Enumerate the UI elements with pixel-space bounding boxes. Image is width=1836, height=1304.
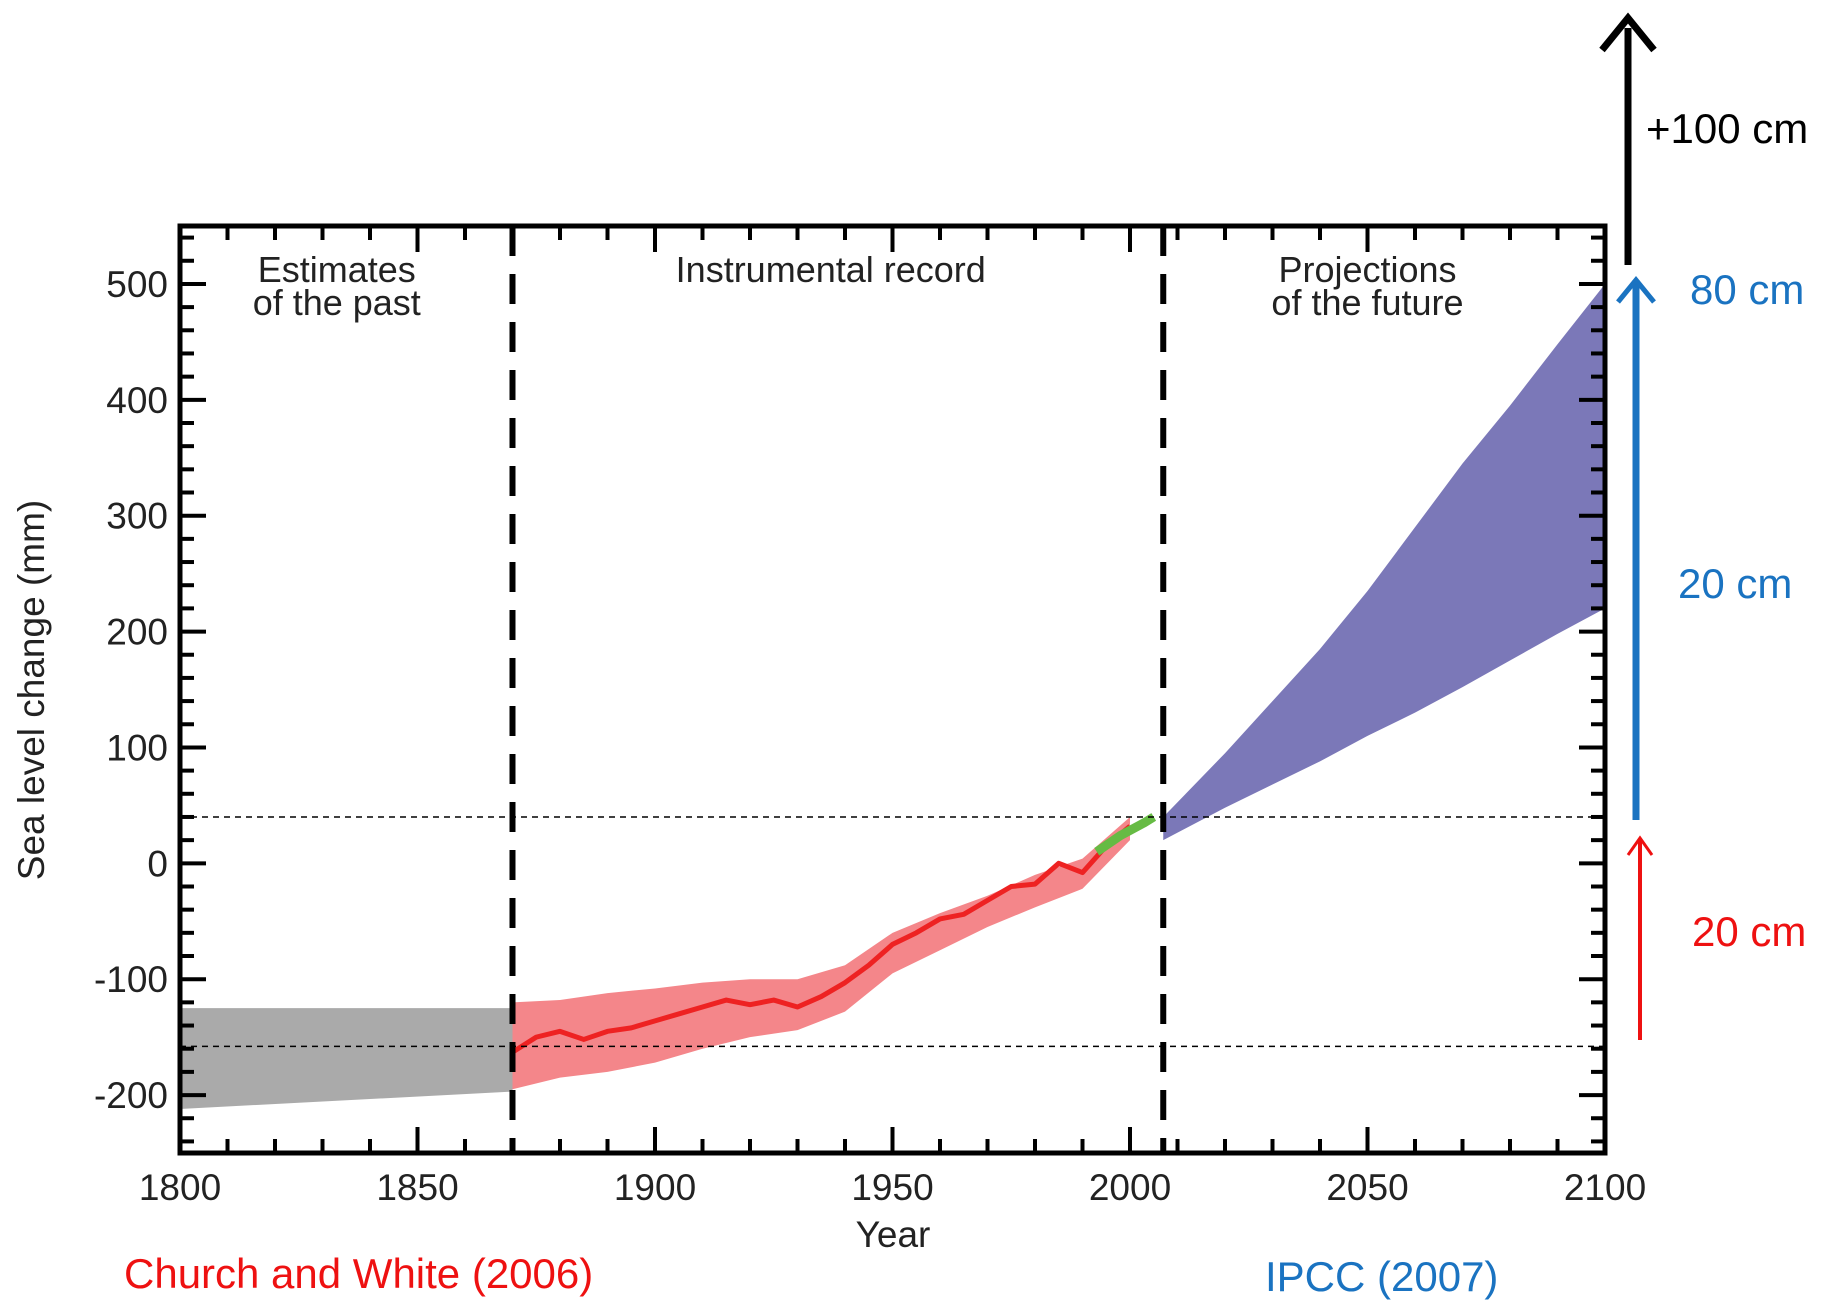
x-tick-label: 1850 — [376, 1167, 458, 1208]
y-tick-label: 300 — [106, 496, 168, 537]
y-tick-label: -200 — [94, 1075, 168, 1116]
y-tick-label: 100 — [106, 727, 168, 768]
source-right-label: IPCC (2007) — [1265, 1253, 1498, 1300]
y-tick-label: 500 — [106, 264, 168, 305]
region-label-2: Projections — [1278, 249, 1456, 290]
top-arrow-label: +100 cm — [1646, 105, 1808, 152]
region-label-1: Instrumental record — [676, 249, 986, 290]
x-tick-label: 2050 — [1326, 1167, 1408, 1208]
source-left-label: Church and White (2006) — [124, 1250, 593, 1297]
black-arrow — [1599, 12, 1657, 265]
blue-arrow — [1616, 276, 1656, 820]
x-axis-title: Year — [856, 1214, 931, 1255]
series-line-instrumental_line — [511, 824, 1132, 1055]
y-tick-label: 0 — [147, 843, 168, 884]
red-arrow — [1626, 835, 1654, 1040]
blue-mid-label: 20 cm — [1678, 560, 1792, 607]
y-tick-label: 200 — [106, 612, 168, 653]
x-tick-label: 2100 — [1564, 1167, 1646, 1208]
y-tick-label: 400 — [106, 380, 168, 421]
region-label-0: of the past — [253, 282, 421, 323]
x-tick-label: 1900 — [614, 1167, 696, 1208]
series-band-past — [180, 1008, 513, 1109]
series-band-instrumental_band — [512, 816, 1130, 1090]
blue-top-label: 80 cm — [1690, 266, 1804, 313]
region-label-0: Estimates — [258, 249, 416, 290]
region-label-2: of the future — [1271, 282, 1463, 323]
x-tick-label: 2000 — [1089, 1167, 1171, 1208]
y-axis-title: Sea level change (mm) — [11, 500, 52, 880]
x-tick-label: 1950 — [851, 1167, 933, 1208]
x-tick-label: 1800 — [139, 1167, 221, 1208]
series-band-projection — [1163, 283, 1605, 841]
axis-ticks: 1800 1850 1900 1950 2000 2050 2100500400300200… — [94, 226, 1646, 1208]
red-arrow-label: 20 cm — [1692, 908, 1806, 955]
y-tick-label: -100 — [94, 959, 168, 1000]
series-line-satellite — [1094, 813, 1157, 856]
